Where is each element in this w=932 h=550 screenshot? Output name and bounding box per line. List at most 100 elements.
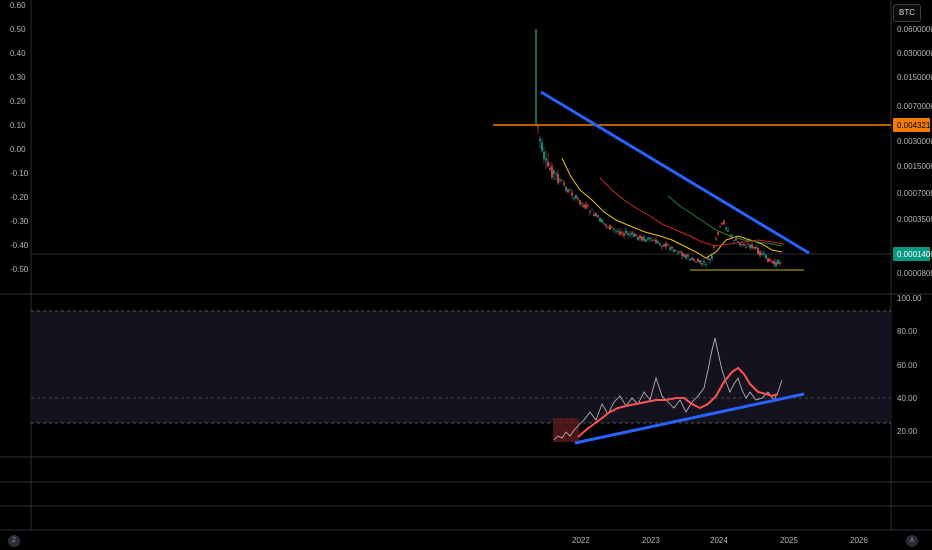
- candle-body: [711, 255, 713, 259]
- candle-body: [755, 246, 757, 249]
- rsi-support-trendline[interactable]: [574, 392, 805, 445]
- candle-body: [719, 226, 721, 227]
- candle-body: [757, 248, 759, 254]
- candle-body: [733, 240, 735, 242]
- candle-body: [601, 219, 603, 223]
- rsi-ma-line: [577, 366, 779, 438]
- candle-body: [649, 237, 651, 240]
- candle-body: [759, 251, 761, 256]
- candle-body: [637, 236, 639, 240]
- candle-body: [621, 232, 623, 234]
- candle-body: [541, 142, 543, 151]
- price-axis-tick: 0.0000800: [897, 269, 932, 278]
- candle-body: [667, 244, 669, 246]
- candle-body: [563, 182, 565, 185]
- candle-body: [709, 258, 711, 261]
- left-axis-tick: -0.20: [10, 193, 29, 202]
- candle-body: [681, 252, 683, 256]
- symbol-button[interactable]: BTC: [893, 4, 921, 22]
- candle-body: [685, 255, 687, 259]
- indicator-axis-tick: 40.00: [897, 394, 918, 403]
- candle-body: [559, 179, 561, 181]
- candle-body: [777, 259, 779, 264]
- candle-body: [769, 259, 771, 262]
- candle-body: [651, 240, 653, 242]
- candle-body: [583, 204, 585, 208]
- candle-body: [693, 259, 695, 261]
- candle-body: [735, 238, 737, 241]
- candle-body: [707, 258, 709, 260]
- rsi-oversold-highlight: [553, 418, 579, 442]
- candle-body: [761, 253, 763, 256]
- price-candles: [535, 28, 781, 269]
- candle-body: [663, 244, 665, 247]
- candle-body: [551, 166, 553, 178]
- last-price-badge-label: 0.0001400: [897, 250, 932, 259]
- candle-body: [653, 239, 655, 241]
- candle-body: [727, 229, 729, 232]
- candle-body: [605, 224, 607, 227]
- candle-body: [581, 202, 583, 204]
- candle-body: [751, 244, 753, 248]
- candle-body: [741, 243, 743, 245]
- candle-body: [607, 226, 609, 228]
- time-axis-tick: 2022: [572, 536, 590, 545]
- candle-body: [739, 242, 741, 246]
- price-axis-tick: 0.0300000: [897, 49, 932, 58]
- candle-body: [747, 244, 749, 245]
- price-axis-tick: 0.0003500: [897, 215, 932, 224]
- candle-body: [665, 243, 667, 247]
- candle-body: [767, 257, 769, 263]
- candle-body: [765, 254, 767, 259]
- candle-body: [671, 246, 673, 249]
- left-axis-tick: -0.50: [10, 265, 29, 274]
- candle-body: [773, 261, 775, 265]
- candle-body: [631, 232, 633, 235]
- left-axis-tick: 0.10: [10, 121, 26, 130]
- time-axis-tick: 2023: [642, 536, 660, 545]
- left-axis-tick: 0.20: [10, 97, 26, 106]
- left-axis-tick: 0.30: [10, 73, 26, 82]
- candle-body: [723, 220, 725, 224]
- scale-z-button[interactable]: Z: [8, 535, 20, 547]
- left-axis-tick: 0.00: [10, 145, 26, 154]
- left-axis-tick: 0.50: [10, 25, 26, 34]
- time-axis-tick: 2024: [710, 536, 728, 545]
- price-axis-tick: 0.0015000: [897, 162, 932, 171]
- candle-body: [775, 262, 777, 267]
- candle-body: [687, 254, 689, 257]
- candle-body: [679, 251, 681, 253]
- scale-a-button[interactable]: A: [906, 535, 918, 547]
- indicator-axis: 100.00 80.00 60.00 40.00 20.00: [897, 294, 922, 436]
- candle-body: [743, 244, 745, 246]
- candle-body: [615, 230, 617, 231]
- candle-body: [737, 241, 739, 242]
- candle-body: [659, 243, 661, 245]
- candle-body: [589, 210, 591, 213]
- candle-body: [669, 247, 671, 250]
- candle-body: [713, 246, 715, 248]
- candle-body: [661, 246, 663, 248]
- candle-body: [639, 235, 641, 239]
- candle-body: [675, 250, 677, 252]
- candle-body: [555, 172, 557, 174]
- candle-body: [575, 195, 577, 199]
- candle-body: [717, 232, 719, 235]
- candle-body: [539, 138, 541, 142]
- candle-body: [545, 158, 547, 161]
- rsi-line: [553, 337, 783, 441]
- candle-body: [609, 224, 611, 230]
- left-axis-tick: 0.40: [10, 49, 26, 58]
- price-axis-tick: 0.0600000: [897, 25, 932, 34]
- candle-body: [571, 192, 573, 196]
- candle-body: [611, 226, 613, 228]
- candle-body: [553, 170, 555, 174]
- candle-body: [673, 249, 675, 252]
- descending-trendline[interactable]: [540, 90, 810, 255]
- candle-body: [597, 215, 599, 218]
- ma-medium: [599, 177, 785, 247]
- indicator-axis-tick: 60.00: [897, 361, 918, 370]
- ma-slow: [667, 195, 783, 247]
- candle-body: [593, 214, 595, 216]
